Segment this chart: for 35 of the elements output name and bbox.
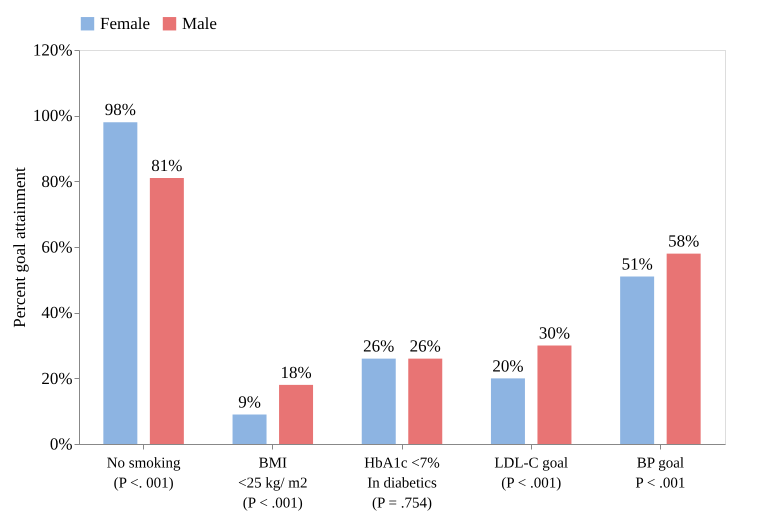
legend-label: Male <box>182 14 217 33</box>
x-tick-label: LDL-C goal (P < .001) <box>494 456 568 492</box>
bar <box>279 384 314 444</box>
bar <box>666 254 701 444</box>
data-label: 26% <box>363 336 394 356</box>
bar <box>150 178 184 444</box>
data-label: 58% <box>668 232 700 251</box>
bar <box>490 378 525 444</box>
bar <box>362 358 396 444</box>
x-tick-label: No smoking (P <. 001) <box>106 456 181 492</box>
data-label: 9% <box>238 392 261 412</box>
x-tick-label: HbA1c <7% In diabetics (P = .754) <box>364 456 440 512</box>
data-label: 18% <box>280 362 312 382</box>
legend-label: Female <box>100 14 150 33</box>
y-tick-label: 40% <box>41 303 72 322</box>
bar <box>103 122 138 444</box>
y-tick-label: 120% <box>32 40 72 60</box>
data-label: 20% <box>492 356 524 376</box>
x-tick-label: BMI <25 kg/ m2 (P < .001) <box>238 456 308 512</box>
bar <box>620 276 654 444</box>
bar <box>232 414 267 444</box>
bar <box>537 346 572 444</box>
x-tick-label: BP goal P < .001 <box>635 456 686 492</box>
data-label: 51% <box>622 254 653 274</box>
data-label: 98% <box>104 100 136 120</box>
y-tick-label: 0% <box>50 434 72 454</box>
bar <box>408 358 442 444</box>
y-tick-label: 100% <box>32 106 72 126</box>
y-tick-label: 60% <box>41 238 72 256</box>
data-label: 26% <box>410 336 441 356</box>
data-label: 30% <box>538 324 570 342</box>
data-label: 81% <box>151 156 182 176</box>
y-tick-label: 80% <box>41 172 72 191</box>
y-axis-title: Percent goal attainment <box>10 166 29 328</box>
y-tick-label: 20% <box>41 368 72 388</box>
